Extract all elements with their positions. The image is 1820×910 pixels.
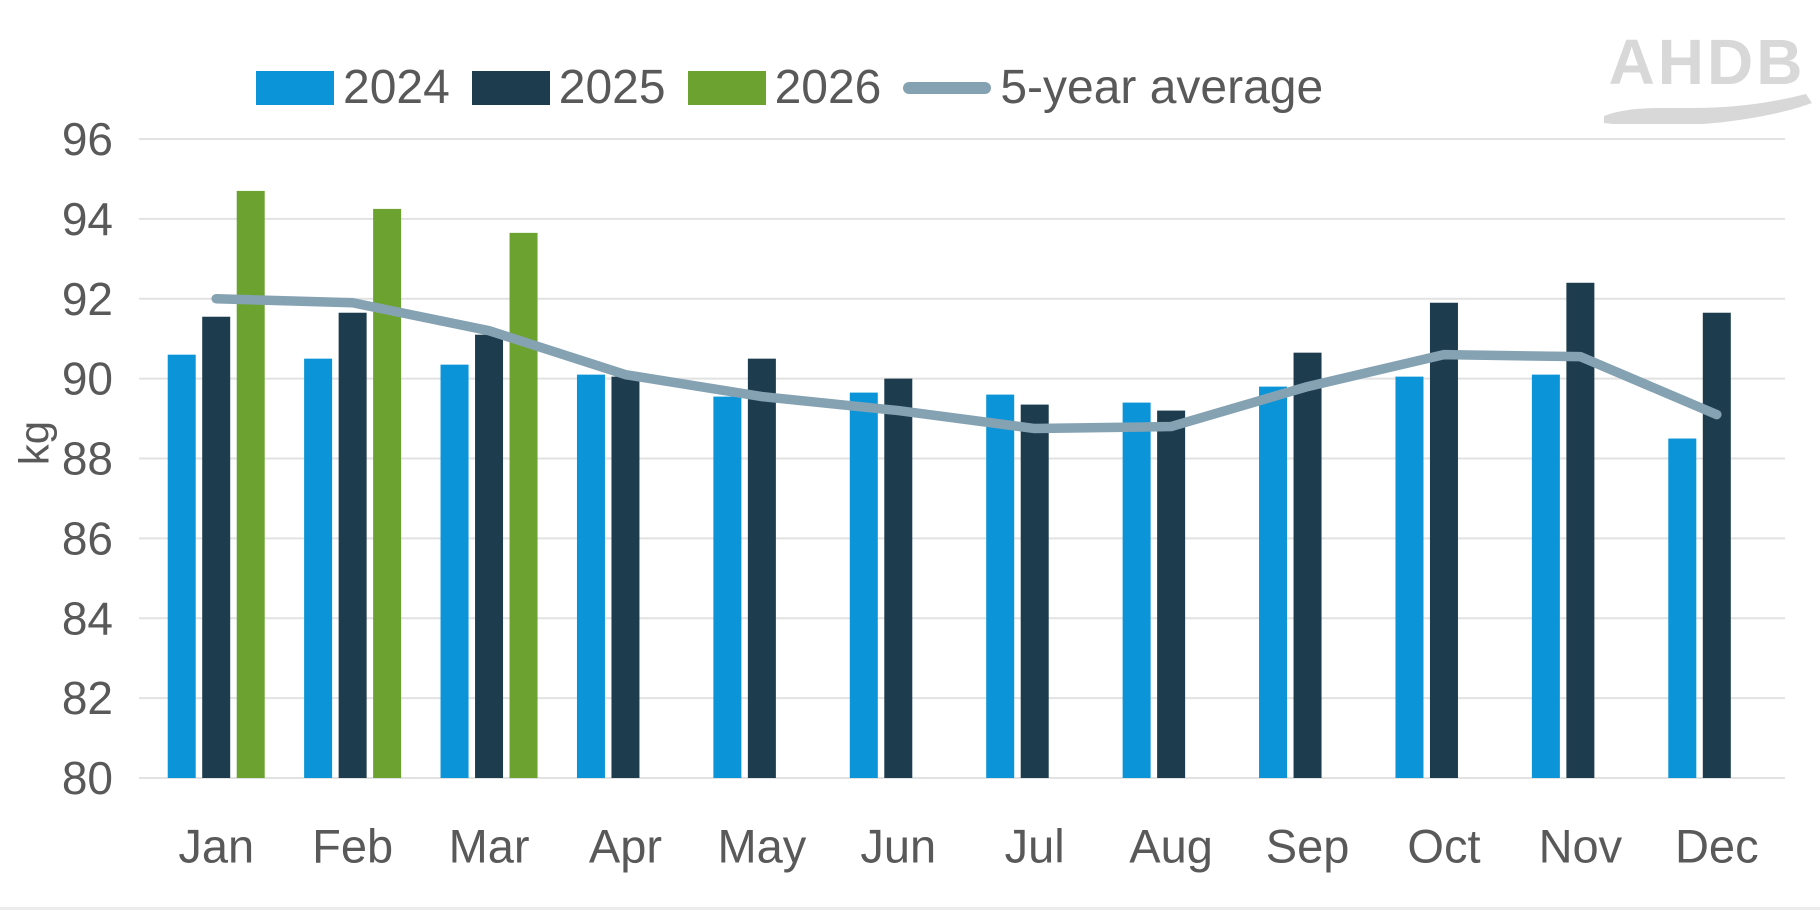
xlabel-Nov: Nov (1539, 820, 1623, 873)
ahdb-logo: AHDB (1602, 30, 1812, 124)
ytick-label-80: 80 (62, 752, 113, 804)
bar-2026-Feb (373, 208, 402, 778)
ytick-label-82: 82 (62, 672, 113, 724)
ahdb-logo-swoosh-icon (1604, 94, 1812, 124)
ytick-label-84: 84 (62, 592, 113, 644)
y-axis-title: kg (11, 421, 58, 465)
xlabel-Feb: Feb (312, 820, 393, 873)
bar-2025-Oct (1429, 302, 1458, 778)
ytick-label-92: 92 (62, 273, 113, 325)
xlabel-Jan: Jan (178, 820, 254, 873)
bar-2025-Jul (1020, 404, 1049, 778)
bottom-edge-divider (0, 907, 1820, 910)
legend-label-2024: 2024 (343, 61, 450, 114)
legend-item-2026: 2026 (687, 61, 882, 114)
legend-swatch-2026 (687, 71, 766, 105)
bar-2024-Dec (1668, 438, 1697, 778)
legend-label-5-year-average: 5-year average (1000, 61, 1324, 114)
legend-item-5-year-average: 5-year average (903, 64, 1323, 112)
bar-2025-Feb (338, 312, 367, 778)
xlabel-Aug: Aug (1129, 820, 1213, 873)
ytick-label-90: 90 (62, 353, 113, 405)
bar-2024-Jun (849, 392, 878, 778)
ytick-label-86: 86 (62, 512, 113, 564)
bar-2024-May (713, 396, 742, 778)
xlabel-Oct: Oct (1407, 820, 1480, 873)
legend-swatch-2024 (256, 71, 334, 105)
bar-2025-Dec (1702, 312, 1731, 778)
bar-2025-Apr (611, 376, 640, 778)
bar-2026-Jan (236, 190, 265, 778)
xlabel-Dec: Dec (1675, 820, 1759, 873)
bar-2025-Aug (1157, 410, 1186, 778)
bar-2024-Jul (986, 394, 1015, 778)
legend-swatch-5-year-average-line-icon (903, 82, 992, 94)
bar-2024-Oct (1395, 376, 1424, 778)
bar-2025-Jan (202, 316, 231, 778)
bar-2025-May (747, 358, 776, 778)
legend-swatch-2025 (471, 71, 550, 105)
bar-2024-Jan (167, 354, 196, 778)
xlabel-Sep: Sep (1266, 820, 1350, 873)
bar-2024-Aug (1122, 402, 1151, 778)
legend-item-2025: 2025 (471, 61, 666, 114)
xlabel-Jun: Jun (860, 820, 936, 873)
xlabel-Mar: Mar (449, 820, 530, 873)
bar-2024-Mar (440, 364, 469, 778)
legend-label-2026: 2026 (774, 61, 882, 114)
bar-2024-Feb (304, 358, 333, 778)
ytick-label-96: 96 (62, 113, 113, 165)
bar-2024-Nov (1531, 374, 1560, 778)
legend-item-2024: 2024 (256, 64, 450, 112)
legend-label-2025: 2025 (558, 61, 666, 114)
chart-legend: 2024 2025 2026 5-year average (256, 58, 1323, 118)
bar-2025-Sep (1293, 352, 1322, 778)
ahdb-logo-text: AHDB (1608, 26, 1806, 98)
bar-2025-Mar (475, 334, 504, 778)
xlabel-May: May (717, 820, 806, 873)
ytick-label-94: 94 (62, 193, 113, 245)
xlabel-Apr: Apr (589, 820, 662, 873)
bar-2024-Apr (576, 374, 605, 778)
line-5-year-average (211, 294, 1722, 434)
xlabel-Jul: Jul (1005, 820, 1065, 873)
bar-2025-Jun (884, 378, 913, 778)
bar-2026-Mar (509, 232, 538, 778)
bar-2024-Sep (1259, 386, 1288, 778)
ytick-label-88: 88 (62, 433, 113, 485)
